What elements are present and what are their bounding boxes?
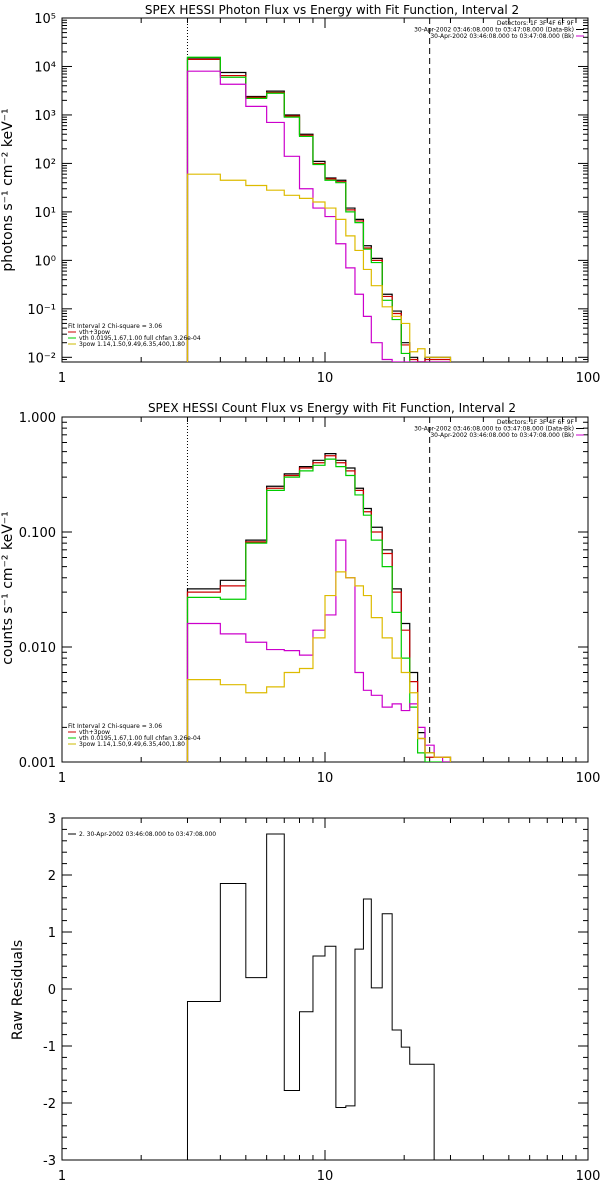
photon-flux-legend-header: Fit Interval 2 Chi-square = 3.06 [68, 323, 162, 330]
residuals-panel: Raw Residuals 1 10 100 -3 -2 -1 0 1 2 3 2. 30-Apr-… [10, 812, 600, 1184]
photon-flux-plot-frame [61, 17, 589, 363]
photon-flux-detector-note: 30-Apr-2002 03:46:08.000 to 03:47:08.000… [430, 33, 574, 40]
residuals-y-tick-label: -2 [43, 1097, 56, 1112]
count-flux-panel: SPEX HESSI Count Flux vs Energy with Fit… [0, 401, 600, 786]
photon-flux-y-tick-label: 10² [34, 157, 56, 172]
residuals-x-tick-label: 100 [576, 1169, 600, 1184]
residuals-y-tick-label: -3 [43, 1154, 56, 1169]
count-flux-x-tick-label: 1 [58, 771, 66, 786]
count-flux-detector-note: Detectors: 1F 3F 4F 6F 9F [497, 419, 575, 426]
count-flux-y-tick-label: 0.010 [19, 641, 56, 656]
count-flux-detector-note: 30-Apr-2002 03:46:08.000 to 03:47:08.000… [430, 432, 574, 439]
residuals-y-tick-label: 2 [48, 869, 56, 884]
residuals-legend-entry: 2. 30-Apr-2002 03:46:08.000 to 03:47:08.… [79, 831, 216, 838]
photon-flux-y-tick-label: 10⁻¹ [27, 303, 56, 318]
residuals-x-tick-label: 1 [58, 1169, 66, 1184]
residuals-plot-frame [61, 817, 589, 1161]
photon-flux-y-tick-label: 10⁰ [34, 254, 56, 269]
photon-flux-x-tick-label: 10 [317, 371, 334, 386]
photon-flux-panel: SPEX HESSI Photon Flux vs Energy with Fi… [0, 3, 600, 386]
photon-flux-legend-entry: vth+3pow [79, 329, 110, 336]
photon-flux-title: SPEX HESSI Photon Flux vs Energy with Fi… [145, 3, 519, 17]
photon-flux-series-0 [186, 57, 452, 362]
count-flux-y-tick-label: 0.001 [19, 756, 56, 771]
count-flux-x-tick-label: 100 [576, 771, 600, 786]
photon-flux-y-axis-label: photons s⁻¹ cm⁻² keV⁻¹ [0, 108, 16, 271]
residuals-y-tick-label: 0 [48, 983, 56, 998]
count-flux-series-0 [186, 453, 452, 762]
photon-flux-y-tick-label: 10³ [34, 109, 56, 124]
photon-flux-y-tick-label: 10⁴ [34, 60, 56, 75]
count-flux-legend-entry: 3pow 1.14,1.50,9.49,6.35,400,1.80 [79, 741, 185, 748]
residuals-series-0 [186, 833, 435, 1160]
count-flux-series-2 [186, 458, 451, 762]
residuals-x-tick-label: 10 [317, 1169, 334, 1184]
count-flux-series-4 [186, 571, 452, 762]
count-flux-series-1 [186, 455, 452, 762]
photon-flux-series-4 [186, 173, 452, 362]
photon-flux-series-group [186, 56, 452, 362]
residuals-y-tick-label: -1 [43, 1040, 56, 1055]
photon-flux-series-3 [186, 70, 451, 362]
count-flux-plot-frame [61, 416, 589, 763]
count-flux-series-group [186, 453, 452, 762]
count-flux-legend-header: Fit Interval 2 Chi-square = 3.06 [68, 723, 162, 730]
photon-flux-y-tick-label: 10⁻² [27, 351, 56, 366]
count-flux-legend-entry: vth 0.0195,1.67,1.00 full chfan 3.26e-04 [79, 735, 201, 742]
photon-flux-x-tick-label: 1 [58, 371, 66, 386]
count-flux-y-tick-label: 1.000 [19, 411, 56, 426]
residuals-y-tick-label: 1 [48, 926, 56, 941]
count-flux-title: SPEX HESSI Count Flux vs Energy with Fit… [148, 401, 516, 415]
count-flux-series-3 [186, 539, 451, 762]
photon-flux-x-tick-label: 100 [576, 371, 600, 386]
photon-flux-y-tick-label: 10¹ [34, 206, 56, 221]
photon-flux-y-tick-label: 10⁵ [34, 12, 56, 27]
photon-flux-legend-entry: 3pow 1.14,1.50,9.49,6.35,400,1.80 [79, 341, 185, 348]
photon-flux-legend-entry: vth 0.0195,1.67,1.00 full chfan 3.26e-04 [79, 335, 201, 342]
residuals-series-group [186, 833, 435, 1160]
count-flux-y-axis-label: counts s⁻¹ cm⁻² keV⁻¹ [0, 511, 16, 665]
count-flux-x-tick-label: 10 [317, 771, 334, 786]
count-flux-detector-note: 30-Apr-2002 03:46:08.000 to 03:47:08.000… [414, 426, 574, 433]
count-flux-legend-entry: vth+3pow [79, 729, 110, 736]
photon-flux-series-1 [186, 58, 452, 362]
count-flux-y-tick-label: 0.100 [19, 526, 56, 541]
photon-flux-detector-note: 30-Apr-2002 03:46:08.000 to 03:47:08.000… [414, 27, 574, 34]
residuals-y-tick-label: 3 [48, 812, 56, 827]
photon-flux-detector-note: Detectors: 1F 3F 4F 6F 9F [497, 20, 575, 27]
residuals-y-axis-label: Raw Residuals [10, 940, 26, 1040]
photon-flux-series-2 [186, 56, 451, 362]
